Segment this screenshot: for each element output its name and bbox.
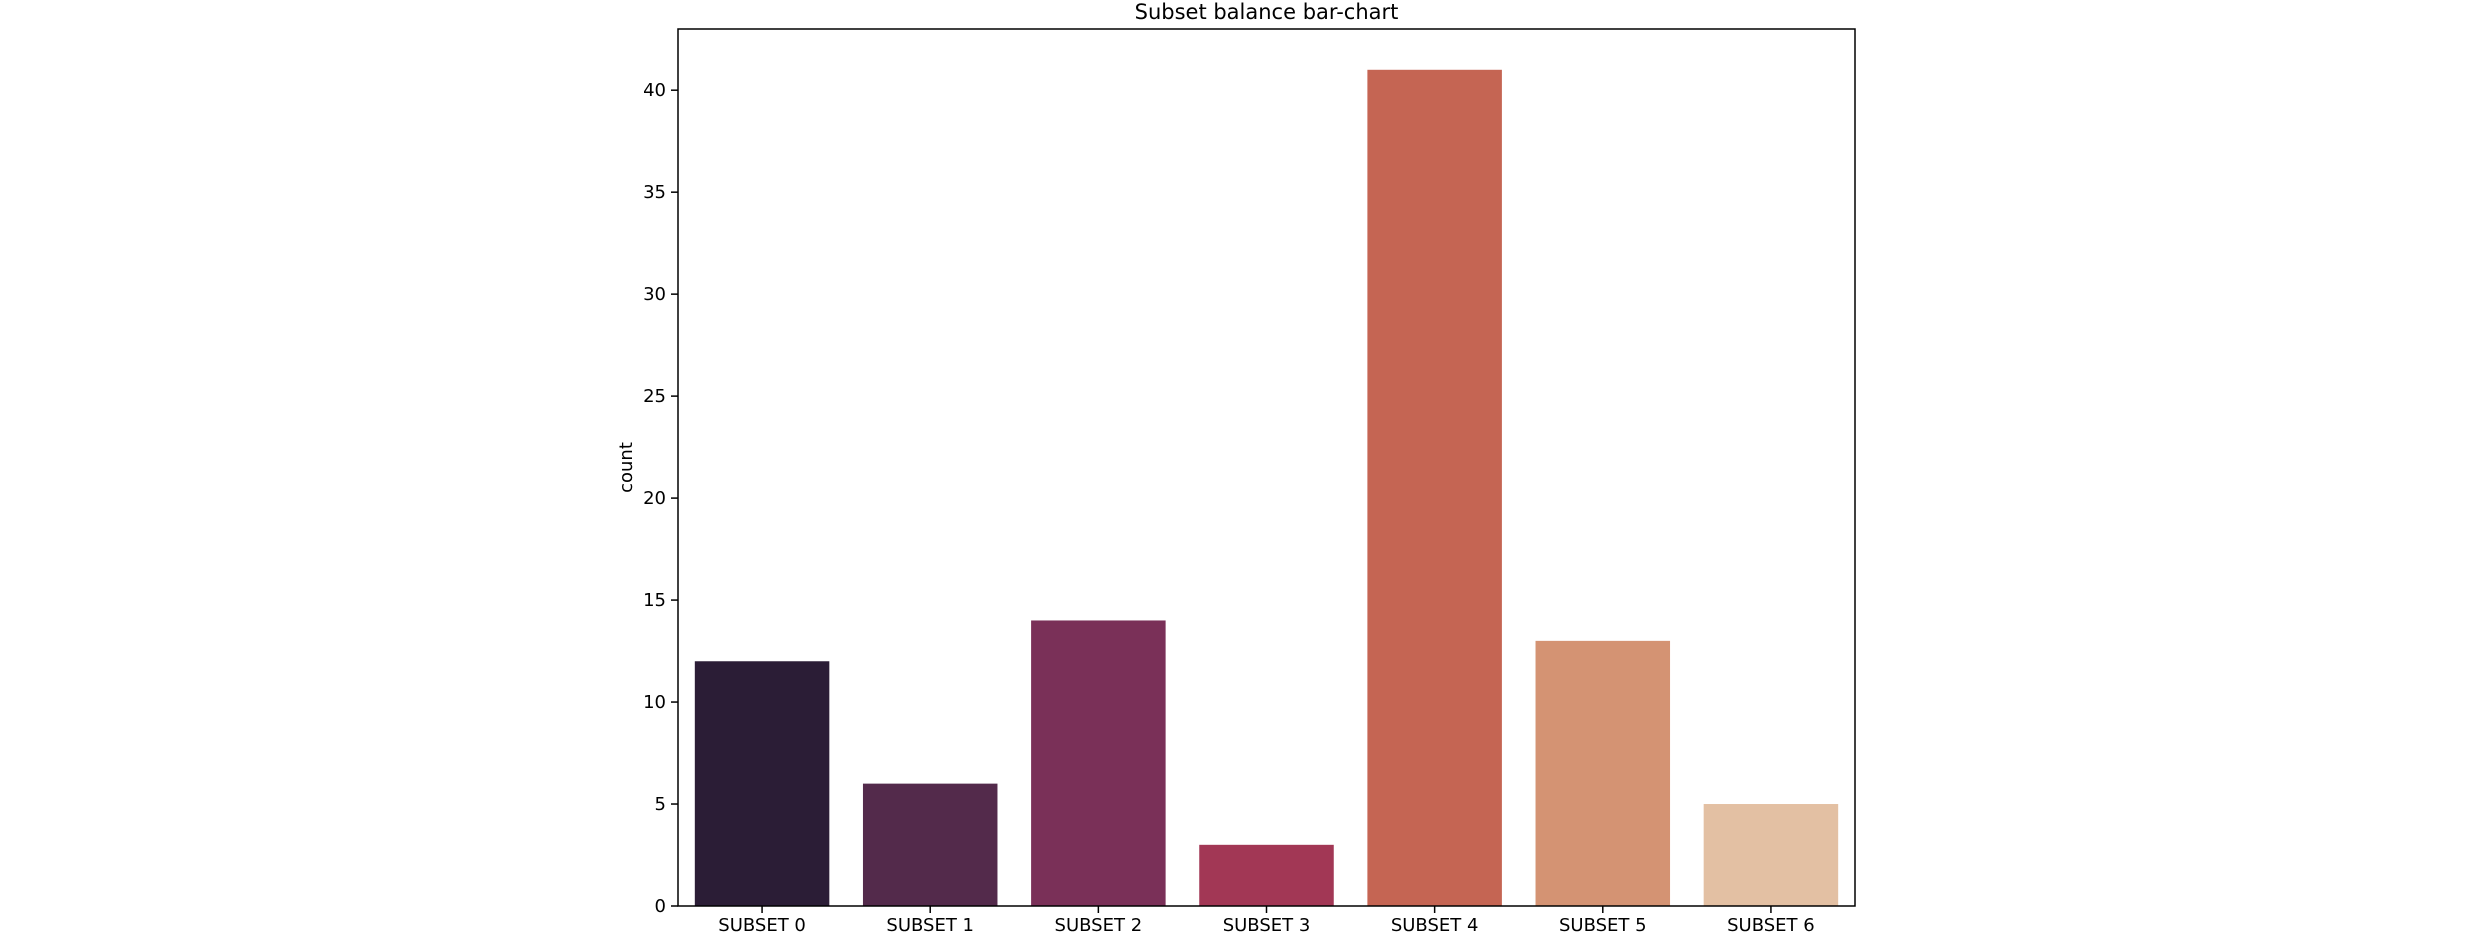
x-axis-ticks: SUBSET 0 SUBSET 1 SUBSET 2 SUBSET 3 SUBSET 4… <box>718 906 1815 936</box>
x-tick-label: SUBSET 6 <box>1727 915 1815 936</box>
y-tick-label: 25 <box>643 386 666 407</box>
y-tick-label: 10 <box>643 692 666 713</box>
bar-subset-5 <box>1535 640 1671 906</box>
x-tick-label: SUBSET 5 <box>1559 915 1647 936</box>
x-tick-label: SUBSET 0 <box>718 915 806 936</box>
y-tick-label: 0 <box>655 896 666 917</box>
bar-subset-6 <box>1703 804 1839 906</box>
y-tick-label: 20 <box>643 488 666 509</box>
x-tick-label: SUBSET 2 <box>1055 915 1143 936</box>
x-tick-label: SUBSET 1 <box>886 915 974 936</box>
y-tick-label: 5 <box>655 794 666 815</box>
bar-subset-1 <box>862 783 998 906</box>
y-tick-label: 30 <box>643 284 666 305</box>
x-tick-label: SUBSET 4 <box>1391 915 1479 936</box>
bars-layer <box>694 69 1839 906</box>
bar-subset-4 <box>1367 69 1502 906</box>
bar-subset-3 <box>1199 844 1334 906</box>
y-tick-label: 35 <box>643 182 666 203</box>
plot-frame <box>677 28 1856 907</box>
x-tick-label: SUBSET 3 <box>1223 915 1311 936</box>
y-tick-label: 15 <box>643 590 666 611</box>
y-axis-ticks: 0 5 10 15 20 25 30 35 40 <box>643 80 678 917</box>
bar-subset-2 <box>1031 620 1166 906</box>
bar-subset-0 <box>694 661 830 906</box>
y-tick-label: 40 <box>643 80 666 101</box>
chart-title: Subset balance bar-chart <box>1135 0 1399 24</box>
y-axis-title: count <box>616 442 637 493</box>
